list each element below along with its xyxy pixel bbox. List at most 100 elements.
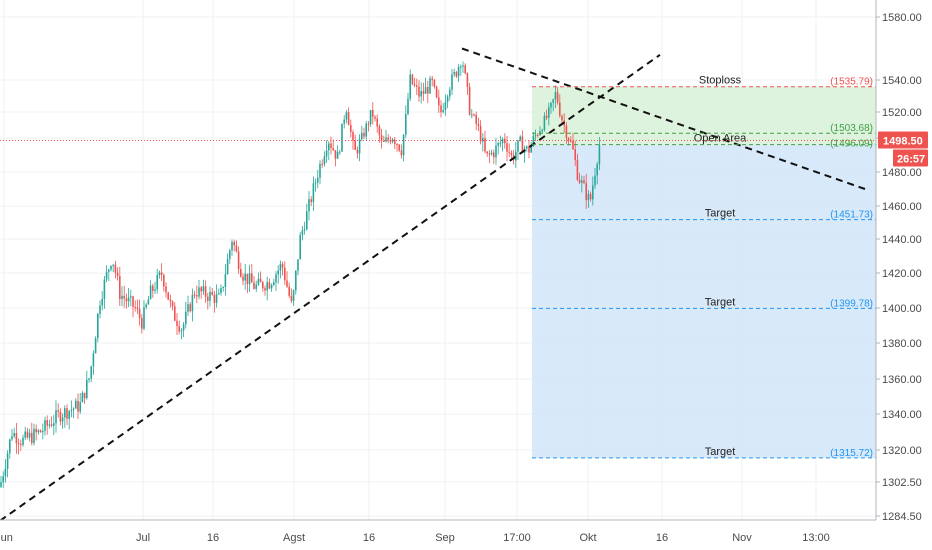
- level-value-label: (1451.73): [830, 210, 873, 221]
- candle-body: [471, 114, 473, 116]
- candle-body: [330, 143, 332, 149]
- candle-body: [497, 142, 499, 146]
- price-tick-label: 1420.00: [882, 268, 922, 280]
- candle-body: [339, 151, 341, 153]
- candle-body: [92, 353, 95, 367]
- candle-body: [185, 311, 187, 325]
- trendlines: [0, 47, 866, 522]
- price-tick-label: 1400.00: [882, 303, 922, 315]
- candle-body: [220, 288, 222, 294]
- candle-body: [99, 305, 101, 314]
- target-zone: [532, 144, 876, 458]
- candle-body: [262, 282, 264, 289]
- position-zones: [532, 86, 876, 458]
- candle-body: [409, 74, 411, 99]
- candle-body: [83, 392, 86, 399]
- candle-body: [116, 272, 119, 277]
- candle-body: [270, 285, 273, 289]
- candle-body: [598, 145, 601, 165]
- candle-body: [420, 91, 422, 97]
- candle-body: [431, 78, 433, 80]
- candle-body: [352, 132, 354, 141]
- candle-body: [515, 151, 517, 161]
- level-value-label: (1535.79): [830, 77, 873, 88]
- candle-body: [154, 289, 156, 291]
- candle-body: [484, 138, 486, 152]
- candle-body: [325, 150, 328, 157]
- candle-body: [226, 259, 229, 275]
- price-tick-label: 1360.00: [882, 374, 922, 386]
- candle-body: [517, 140, 519, 152]
- candle-body: [585, 183, 587, 201]
- candle-body: [158, 272, 161, 275]
- candle-body: [189, 304, 191, 312]
- candle-body: [383, 140, 385, 142]
- candle-body: [396, 143, 398, 145]
- candle-body: [583, 180, 585, 184]
- candle-body: [209, 291, 211, 301]
- time-tick-label: Nov: [732, 532, 752, 544]
- candle-body: [332, 148, 334, 151]
- time-axis-background: [0, 520, 932, 550]
- candle-body: [152, 285, 154, 291]
- last-price-badge: [878, 131, 928, 149]
- candle-body: [275, 274, 277, 283]
- candle-body: [163, 275, 165, 287]
- candle-body: [178, 326, 180, 332]
- candle-body: [455, 71, 458, 77]
- candle-body: [97, 313, 99, 339]
- candle-body: [532, 135, 535, 145]
- candle-body: [213, 294, 216, 303]
- candle-body: [534, 134, 537, 136]
- level-value-label: (1399.78): [830, 298, 873, 309]
- candle-body: [336, 151, 339, 159]
- candle-body: [488, 153, 491, 155]
- candle-body: [495, 145, 497, 158]
- candle-body: [310, 199, 312, 203]
- candle-body: [187, 304, 189, 312]
- candle-body: [477, 123, 480, 126]
- candle-body: [416, 85, 418, 87]
- candle-body: [156, 274, 158, 290]
- candle-body: [72, 408, 75, 410]
- candle-body: [15, 433, 18, 444]
- candle-body: [64, 408, 66, 418]
- candle-body: [297, 259, 299, 271]
- candle-body: [39, 430, 42, 433]
- candle-body: [592, 185, 594, 200]
- candle-body: [33, 428, 35, 443]
- candle-body: [94, 338, 97, 354]
- candle-body: [28, 432, 31, 438]
- candle-body: [174, 306, 176, 321]
- candle-body: [453, 71, 455, 75]
- candle-body: [246, 273, 249, 285]
- candle-body: [198, 287, 200, 297]
- candle-body: [343, 119, 345, 124]
- candle-body: [57, 410, 59, 412]
- price-tick-label: 1440.00: [882, 234, 922, 246]
- level-name-label: Target: [705, 296, 736, 308]
- candle-body: [464, 65, 466, 74]
- candle-body: [508, 151, 510, 153]
- candle-body: [86, 379, 88, 399]
- candle-body: [266, 282, 268, 291]
- candle-body: [510, 152, 513, 155]
- candle-body: [550, 102, 552, 108]
- candle-body: [541, 130, 543, 132]
- countdown-value: 26:57: [897, 154, 925, 166]
- candle-body: [372, 110, 374, 117]
- candle-body: [433, 79, 436, 87]
- candle-body: [143, 307, 145, 329]
- candle-body: [147, 299, 150, 305]
- candle-body: [257, 278, 260, 285]
- candle-body: [427, 87, 429, 94]
- candle-body: [490, 152, 493, 155]
- candle-body: [207, 296, 209, 301]
- candle-body: [438, 97, 440, 106]
- countdown-badge: [893, 149, 928, 167]
- support-trendline: [0, 53, 661, 522]
- candle-body: [81, 392, 84, 403]
- candle-body: [229, 250, 231, 260]
- candle-body: [554, 92, 557, 100]
- candle-body: [319, 163, 321, 178]
